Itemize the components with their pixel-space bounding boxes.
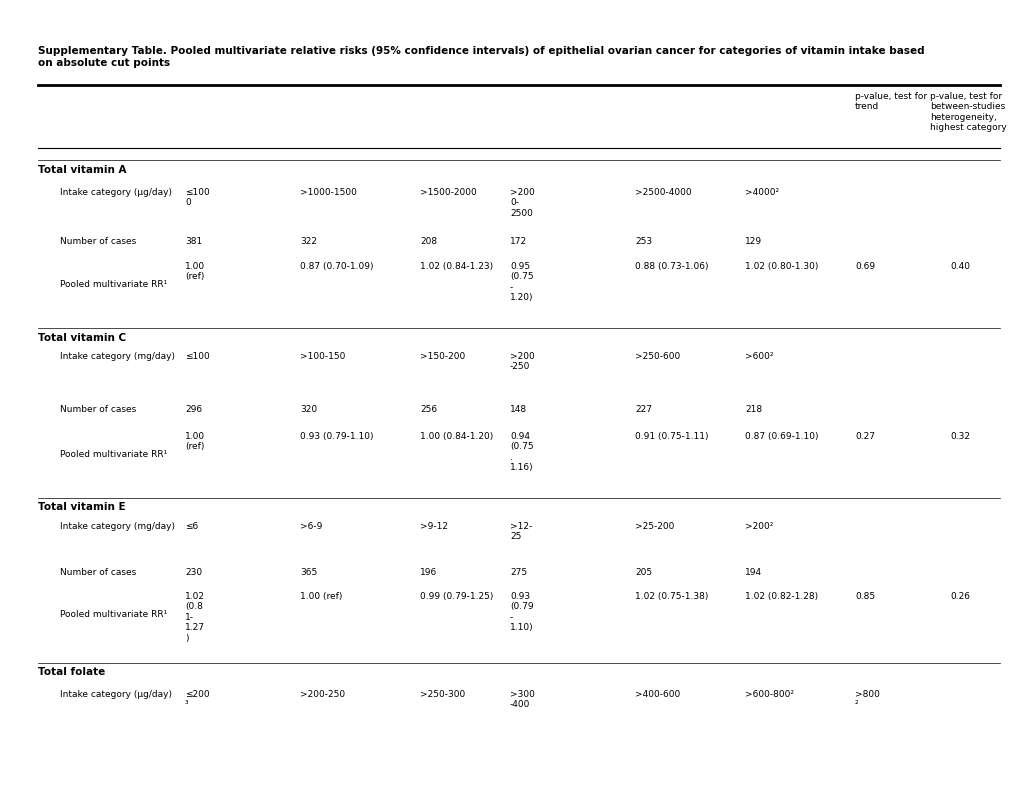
Text: 0.99 (0.79-1.25): 0.99 (0.79-1.25) — [420, 592, 493, 601]
Text: ≤100
0: ≤100 0 — [184, 188, 210, 207]
Text: 365: 365 — [300, 568, 317, 577]
Text: 1.02
(0.8
1-
1.27
): 1.02 (0.8 1- 1.27 ) — [184, 592, 205, 642]
Text: p-value, test for
between-studies
heterogeneity,
highest category: p-value, test for between-studies hetero… — [929, 92, 1006, 132]
Text: ≤100: ≤100 — [184, 352, 210, 361]
Text: >800
²: >800 ² — [854, 690, 879, 709]
Text: >100-150: >100-150 — [300, 352, 345, 361]
Text: 296: 296 — [184, 405, 202, 414]
Text: >250-600: >250-600 — [635, 352, 680, 361]
Text: 0.26: 0.26 — [949, 592, 969, 601]
Text: Intake category (mg/day): Intake category (mg/day) — [60, 352, 175, 361]
Text: >250-300: >250-300 — [420, 690, 465, 699]
Text: p-value, test for
trend: p-value, test for trend — [854, 92, 926, 111]
Text: 0.40: 0.40 — [949, 262, 969, 271]
Text: 230: 230 — [184, 568, 202, 577]
Text: 0.32: 0.32 — [949, 432, 969, 441]
Text: Number of cases: Number of cases — [60, 405, 137, 414]
Text: >600-800²: >600-800² — [744, 690, 793, 699]
Text: 129: 129 — [744, 237, 761, 246]
Text: 275: 275 — [510, 568, 527, 577]
Text: ≤6: ≤6 — [184, 522, 198, 531]
Text: >1500-2000: >1500-2000 — [420, 188, 476, 197]
Text: 0.27: 0.27 — [854, 432, 874, 441]
Text: >200-250: >200-250 — [300, 690, 344, 699]
Text: Intake category (μg/day): Intake category (μg/day) — [60, 690, 172, 699]
Text: 227: 227 — [635, 405, 651, 414]
Text: 172: 172 — [510, 237, 527, 246]
Text: 1.02 (0.84-1.23): 1.02 (0.84-1.23) — [420, 262, 492, 271]
Text: >300
-400: >300 -400 — [510, 690, 534, 709]
Text: >1000-1500: >1000-1500 — [300, 188, 357, 197]
Text: 1.02 (0.75-1.38): 1.02 (0.75-1.38) — [635, 592, 707, 601]
Text: ≤200
³: ≤200 ³ — [184, 690, 210, 709]
Text: 1.00 (0.84-1.20): 1.00 (0.84-1.20) — [420, 432, 493, 441]
Text: 0.88 (0.73-1.06): 0.88 (0.73-1.06) — [635, 262, 708, 271]
Text: Intake category (mg/day): Intake category (mg/day) — [60, 522, 175, 531]
Text: 205: 205 — [635, 568, 651, 577]
Text: 0.93
(0.79
-
1.10): 0.93 (0.79 - 1.10) — [510, 592, 533, 632]
Text: 0.91 (0.75-1.11): 0.91 (0.75-1.11) — [635, 432, 708, 441]
Text: Intake category (μg/day): Intake category (μg/day) — [60, 188, 172, 197]
Text: 0.85: 0.85 — [854, 592, 874, 601]
Text: Total vitamin E: Total vitamin E — [38, 502, 125, 512]
Text: 148: 148 — [510, 405, 527, 414]
Text: >200
0-
2500: >200 0- 2500 — [510, 188, 534, 217]
Text: 0.87 (0.70-1.09): 0.87 (0.70-1.09) — [300, 262, 373, 271]
Text: Pooled multivariate RR¹: Pooled multivariate RR¹ — [60, 280, 167, 289]
Text: 208: 208 — [420, 237, 437, 246]
Text: Number of cases: Number of cases — [60, 237, 137, 246]
Text: 1.00 (ref): 1.00 (ref) — [300, 592, 342, 601]
Text: 0.87 (0.69-1.10): 0.87 (0.69-1.10) — [744, 432, 817, 441]
Text: >600²: >600² — [744, 352, 772, 361]
Text: >200
-250: >200 -250 — [510, 352, 534, 371]
Text: >6-9: >6-9 — [300, 522, 322, 531]
Text: 1.02 (0.82-1.28): 1.02 (0.82-1.28) — [744, 592, 817, 601]
Text: 0.94
(0.75
.
1.16): 0.94 (0.75 . 1.16) — [510, 432, 533, 472]
Text: >400-600: >400-600 — [635, 690, 680, 699]
Text: Pooled multivariate RR¹: Pooled multivariate RR¹ — [60, 610, 167, 619]
Text: 1.00
(ref): 1.00 (ref) — [184, 262, 205, 281]
Text: 381: 381 — [184, 237, 202, 246]
Text: 256: 256 — [420, 405, 437, 414]
Text: Total folate: Total folate — [38, 667, 105, 677]
Text: >2500-4000: >2500-4000 — [635, 188, 691, 197]
Text: >9-12: >9-12 — [420, 522, 447, 531]
Text: Pooled multivariate RR¹: Pooled multivariate RR¹ — [60, 450, 167, 459]
Text: >200²: >200² — [744, 522, 772, 531]
Text: Total vitamin C: Total vitamin C — [38, 333, 126, 343]
Text: Supplementary Table. Pooled multivariate relative risks (95% confidence interval: Supplementary Table. Pooled multivariate… — [38, 46, 923, 68]
Text: >25-200: >25-200 — [635, 522, 674, 531]
Text: 218: 218 — [744, 405, 761, 414]
Text: 0.69: 0.69 — [854, 262, 874, 271]
Text: Number of cases: Number of cases — [60, 568, 137, 577]
Text: >12-
25: >12- 25 — [510, 522, 532, 541]
Text: 194: 194 — [744, 568, 761, 577]
Text: 320: 320 — [300, 405, 317, 414]
Text: Total vitamin A: Total vitamin A — [38, 165, 126, 175]
Text: 196: 196 — [420, 568, 437, 577]
Text: 0.93 (0.79-1.10): 0.93 (0.79-1.10) — [300, 432, 373, 441]
Text: 253: 253 — [635, 237, 651, 246]
Text: 0.95
(0.75
-
1.20): 0.95 (0.75 - 1.20) — [510, 262, 533, 303]
Text: >4000²: >4000² — [744, 188, 779, 197]
Text: >150-200: >150-200 — [420, 352, 465, 361]
Text: 1.02 (0.80-1.30): 1.02 (0.80-1.30) — [744, 262, 817, 271]
Text: 1.00
(ref): 1.00 (ref) — [184, 432, 205, 452]
Text: 322: 322 — [300, 237, 317, 246]
